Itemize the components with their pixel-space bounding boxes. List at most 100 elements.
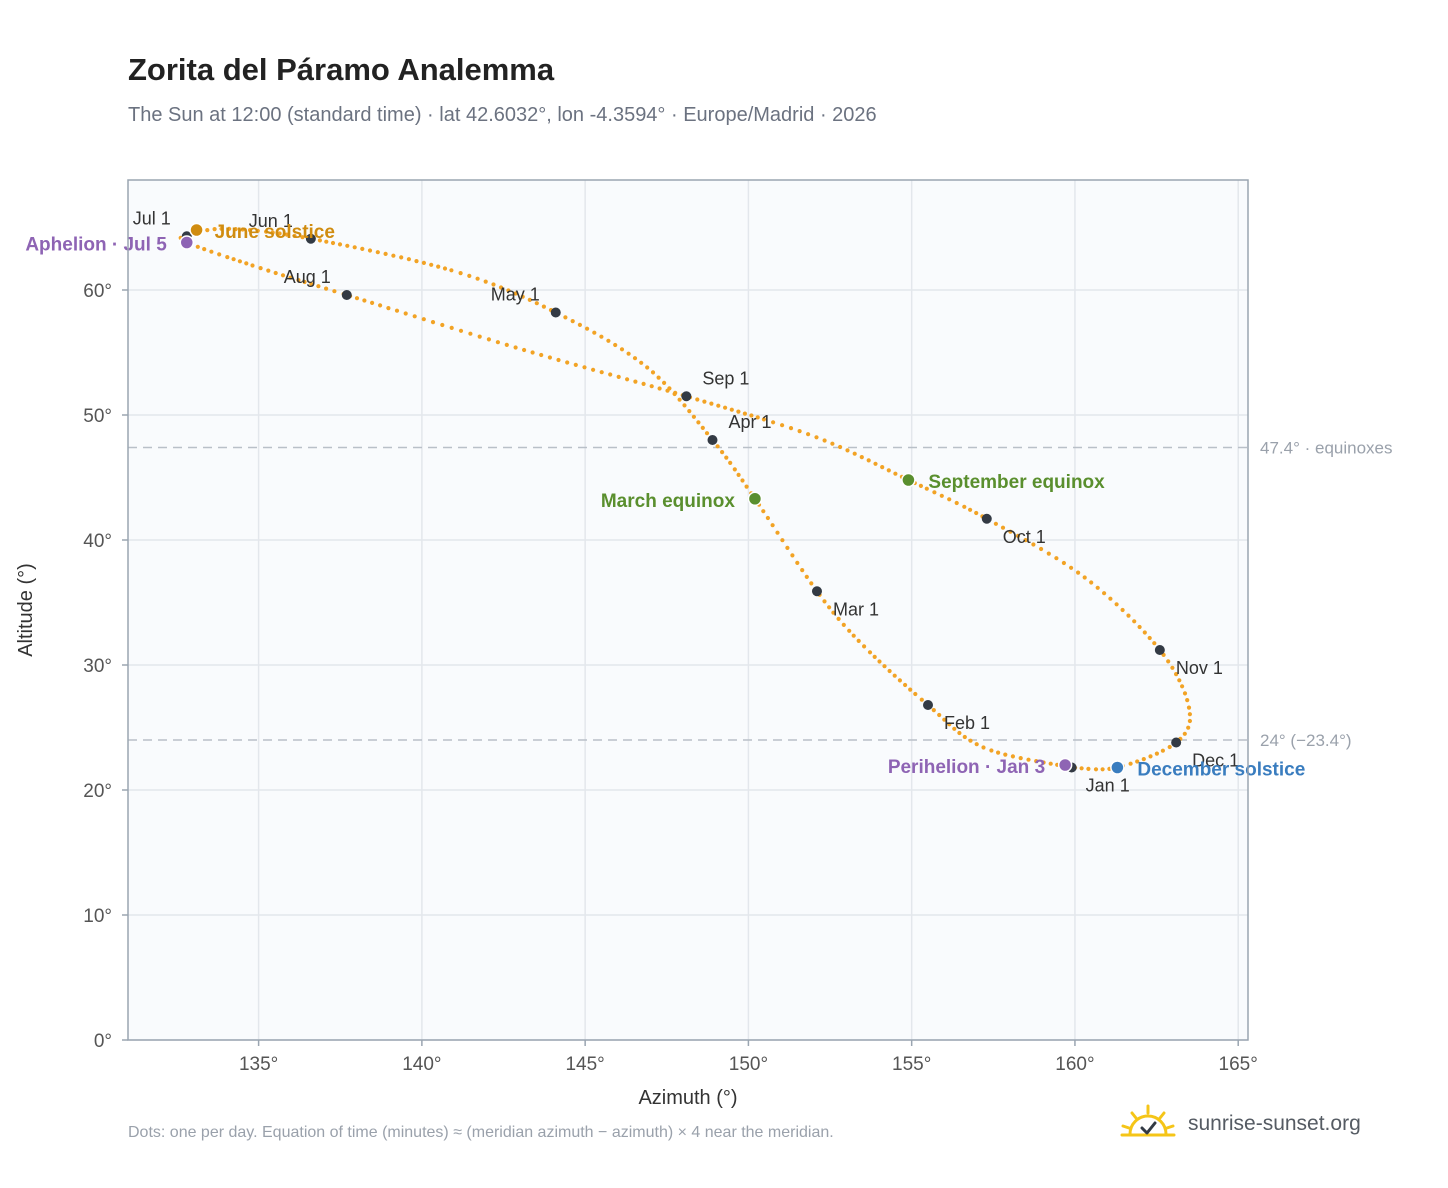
- day-dot: [565, 360, 570, 365]
- day-dot: [736, 472, 741, 477]
- day-dot: [324, 286, 329, 291]
- month-marker: [811, 586, 822, 597]
- day-dot: [1034, 759, 1039, 764]
- day-dot: [430, 320, 436, 325]
- month-marker: [1154, 645, 1165, 655]
- plot-frame: [127, 179, 1249, 1041]
- x-tick-label: 155°: [892, 1054, 931, 1075]
- x-tick-label: 160°: [1055, 1054, 1094, 1075]
- day-dot: [1046, 551, 1051, 556]
- day-dot: [458, 271, 463, 276]
- day-dot: [403, 311, 408, 316]
- day-dot: [209, 249, 214, 254]
- day-dot: [449, 268, 454, 273]
- month-label: Feb 1: [944, 713, 990, 733]
- day-dot: [682, 403, 687, 408]
- day-dot: [1137, 624, 1142, 630]
- month-label: Jun 1: [249, 211, 293, 231]
- x-tick-label: 165°: [1219, 1054, 1258, 1075]
- day-dot: [1093, 767, 1099, 772]
- day-dot: [882, 664, 887, 669]
- day-dot: [847, 628, 852, 633]
- day-dot: [702, 399, 707, 404]
- day-dot: [316, 284, 321, 289]
- day-dot: [827, 605, 832, 610]
- month-label: Apr 1: [728, 412, 771, 432]
- x-axis-label: Azimuth (°): [638, 1087, 737, 1109]
- day-dot: [981, 745, 986, 750]
- day-dot: [1015, 533, 1021, 539]
- day-dot: [859, 455, 864, 460]
- day-dot: [563, 315, 568, 320]
- day-dot: [626, 351, 631, 356]
- day-dot: [231, 257, 236, 262]
- day-dot: [903, 682, 908, 688]
- day-dot: [300, 235, 305, 240]
- day-dot: [1186, 725, 1191, 730]
- day-dot: [866, 458, 871, 463]
- month-marker: [550, 307, 561, 318]
- day-dot: [687, 409, 692, 414]
- day-dot: [513, 345, 518, 350]
- day-dot: [765, 515, 771, 521]
- day-dot: [195, 244, 200, 249]
- day-dot: [449, 325, 454, 330]
- day-dot: [467, 273, 472, 278]
- day-dot: [266, 268, 271, 273]
- event-marker: [179, 235, 195, 250]
- day-dot: [1089, 580, 1094, 585]
- day-dot: [1114, 602, 1119, 607]
- day-dot: [345, 243, 350, 248]
- day-dot: [957, 730, 962, 736]
- day-dot: [337, 242, 343, 247]
- day-dot: [399, 255, 404, 260]
- day-dot: [1177, 678, 1182, 683]
- day-dot: [696, 420, 701, 425]
- day-dot: [429, 262, 434, 267]
- day-dot: [740, 478, 745, 483]
- brand-name: sunrise-sunset.org: [1188, 1112, 1361, 1135]
- reference-line-label: 24° (−23.4°): [1260, 731, 1352, 750]
- day-dot: [599, 334, 604, 339]
- day-dot: [1095, 585, 1100, 590]
- day-dot: [657, 386, 662, 391]
- day-dot: [924, 486, 929, 491]
- day-dot: [513, 291, 518, 296]
- day-dot: [720, 450, 725, 455]
- day-dot: [780, 538, 785, 543]
- day-dot: [506, 288, 511, 293]
- day-dot: [1010, 754, 1016, 759]
- footnote: Dots: one per day. Equation of time (min…: [128, 1124, 834, 1141]
- day-dot: [632, 356, 638, 361]
- day-dot: [317, 238, 322, 243]
- day-dot: [440, 322, 445, 328]
- day-dot: [742, 411, 748, 416]
- event-label: Perihelion · Jan 3: [888, 757, 1045, 778]
- day-dot: [724, 455, 729, 460]
- day-dot: [695, 397, 700, 402]
- day-dot: [795, 560, 800, 566]
- chart-title: Zorita del Páramo Analemma: [128, 52, 555, 87]
- day-dot: [673, 390, 678, 395]
- day-dot: [856, 638, 861, 644]
- day-dot: [785, 545, 790, 551]
- day-dot: [233, 227, 238, 232]
- day-dot: [280, 273, 286, 278]
- day-dot: [619, 347, 625, 352]
- event-markers: June solstice Aphelion · Jul 5 March equin…: [25, 222, 1305, 781]
- brand-logo[interactable]: sunrise-sunset.org: [1120, 1104, 1361, 1144]
- day-dot: [495, 340, 500, 345]
- day-dot: [897, 678, 903, 683]
- day-dot: [887, 668, 892, 674]
- day-dot: [237, 259, 242, 264]
- day-dot: [723, 405, 728, 410]
- day-dot: [867, 650, 873, 655]
- day-dot: [442, 266, 448, 271]
- day-dot: [421, 260, 426, 265]
- day-dot: [284, 232, 289, 237]
- day-dot: [520, 294, 525, 299]
- day-dot: [608, 372, 613, 377]
- y-tick-label: 30°: [83, 656, 112, 677]
- day-dot: [468, 331, 473, 336]
- day-dot: [716, 403, 721, 408]
